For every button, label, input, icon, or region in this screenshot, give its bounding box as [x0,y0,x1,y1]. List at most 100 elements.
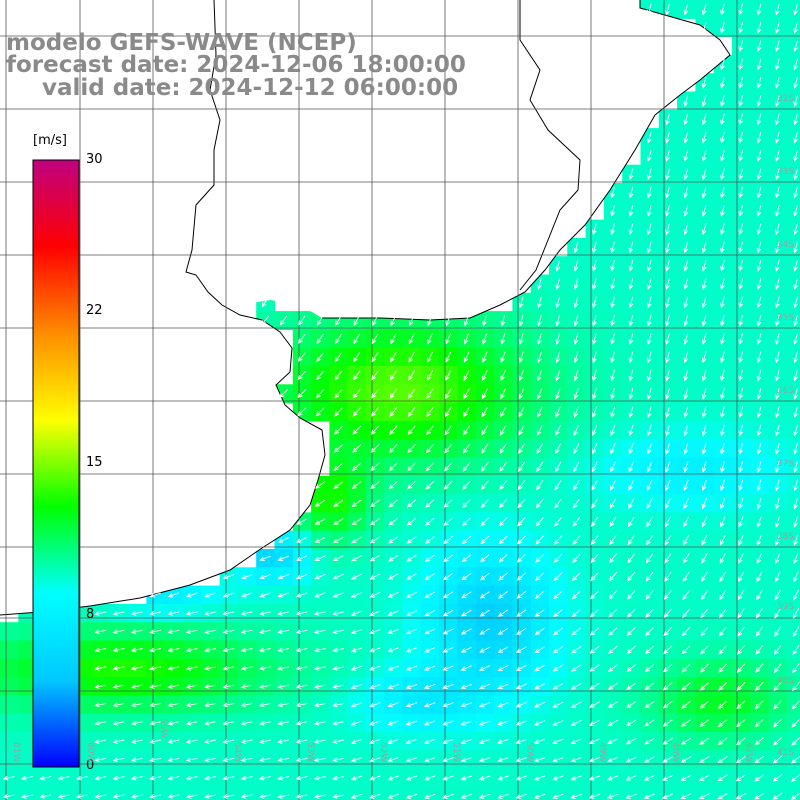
wind-arrow-icon [240,611,253,616]
field-cell [786,292,800,312]
wind-arrow-icon [515,701,527,708]
wind-arrow-icon [240,794,253,799]
wind-arrow-icon [738,150,744,162]
wind-arrow-icon [295,629,308,635]
wind-arrow-icon [643,756,655,763]
wind-arrow-icon [295,555,308,561]
wind-arrow-icon [2,794,15,799]
wind-arrow-icon [756,3,762,16]
wind-arrow-icon [534,664,545,672]
wind-arrow-icon [699,682,709,691]
field-cell [36,786,56,800]
wind-arrow-icon [610,223,615,236]
wind-arrow-icon [478,702,491,708]
wind-arrow-icon [462,462,471,472]
wind-arrow-icon [482,333,488,345]
wind-arrow-icon [775,424,780,437]
wind-arrow-icon [149,702,161,708]
wind-arrow-icon [699,700,709,709]
wind-arrow-icon [389,407,398,417]
wind-arrow-icon [681,682,691,691]
wind-arrow-icon [720,516,726,528]
wind-arrow-icon [204,629,216,635]
field-cell [219,786,239,800]
wind-arrow-icon [353,333,361,345]
wind-arrow-icon [535,572,545,581]
wind-arrow-icon [480,554,490,563]
wind-arrow-icon [369,628,381,635]
wind-arrow-icon [774,571,781,583]
field-cell [786,786,800,800]
wind-arrow-icon [775,351,780,364]
wind-arrow-icon [445,314,451,327]
field-cell [109,786,129,800]
wind-arrow-icon [371,388,379,399]
wind-arrow-icon [369,591,381,598]
wind-arrow-icon [573,424,580,437]
wind-arrow-icon [442,702,454,708]
wind-arrow-icon [406,499,417,508]
wind-arrow-icon [609,535,617,546]
wind-arrow-icon [665,351,670,364]
wind-arrow-icon [628,406,634,418]
wind-arrow-icon [609,516,617,528]
wind-arrow-icon [515,664,527,672]
wind-arrow-icon [554,516,562,527]
wind-arrow-icon [315,407,325,417]
wind-arrow-icon [793,424,798,437]
field-cell [786,73,800,93]
wind-arrow-icon [94,775,107,781]
wind-arrow-icon [405,775,418,781]
wind-arrow-icon [463,425,471,436]
field-cell [786,256,800,276]
wind-arrow-icon [314,573,326,580]
wind-arrow-icon [772,792,783,800]
wind-arrow-icon [295,720,308,726]
wind-arrow-icon [442,646,454,653]
wind-arrow-icon [443,480,453,490]
wind-arrow-icon [149,611,161,616]
wind-arrow-icon [334,352,343,363]
title-valid-date: valid date: 2024-12-12 06:00:00 [42,75,459,101]
wind-arrow-icon [628,259,634,272]
wind-arrow-icon [738,553,745,565]
lon-label-60w: 60W [85,742,95,763]
wind-arrow-icon [588,719,600,726]
wind-arrow-icon [130,684,143,689]
wind-arrow-icon [112,611,125,616]
wind-arrow-icon [369,518,380,526]
wind-arrow-icon [427,314,433,327]
wind-arrow-icon [296,518,308,525]
wind-arrow-icon [646,314,652,327]
wind-arrow-icon [683,387,689,400]
wind-arrow-icon [423,775,436,781]
wind-arrow-icon [186,592,198,598]
wind-arrow-icon [240,757,253,763]
wind-arrow-icon [555,369,561,382]
field-cell [512,786,532,800]
wind-arrow-icon [314,518,326,525]
field-cell [384,786,404,800]
wind-arrow-icon [498,572,508,581]
wind-arrow-icon [277,702,290,708]
wind-arrow-icon [352,425,362,435]
wind-arrow-icon [644,664,655,673]
wind-arrow-icon [646,534,653,546]
wind-arrow-icon [552,775,564,781]
field-cell [18,732,38,751]
wind-arrow-icon [371,407,379,417]
wind-arrow-icon [426,406,434,418]
wind-arrow-icon [259,757,271,763]
wind-arrow-icon [628,296,634,309]
wind-arrow-icon [460,665,472,671]
wind-arrow-icon [681,663,691,673]
wind-arrow-icon [793,534,799,547]
wind-arrow-icon [720,406,725,419]
wind-arrow-icon [570,701,582,708]
wind-arrow-icon [482,388,488,400]
wind-arrow-icon [277,537,289,543]
wind-arrow-icon [408,388,416,399]
lon-label-47w: 47W [743,742,753,763]
wind-arrow-icon [571,627,581,636]
wind-arrow-icon [701,516,708,528]
